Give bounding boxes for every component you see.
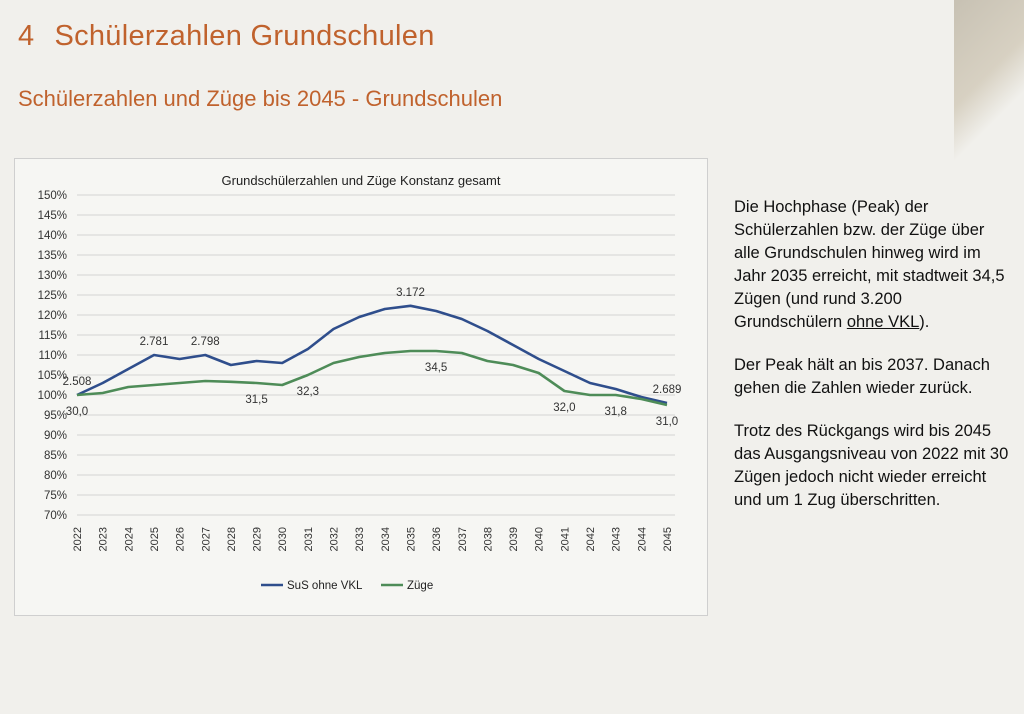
chart-section-subtitle: Schülerzahlen und Züge bis 2045 - Grunds… xyxy=(18,86,503,111)
y-tick-label: 135% xyxy=(38,250,67,262)
y-tick-label: 100% xyxy=(38,390,67,402)
data-label: 2.781 xyxy=(140,336,169,348)
y-tick-label: 145% xyxy=(38,210,67,222)
y-tick-label: 70% xyxy=(44,510,67,522)
paragraph-peak-underlined: ohne VKL xyxy=(846,313,920,331)
series-line-zuege xyxy=(76,349,668,407)
data-label: 30,0 xyxy=(66,406,88,418)
x-tick-label: 2029 xyxy=(252,527,264,551)
data-label: 32,3 xyxy=(297,386,319,398)
y-tick-label: 130% xyxy=(38,270,67,282)
line-chart: Grundschülerzahlen und Züge Konstanz ges… xyxy=(38,173,682,592)
data-label: 34,5 xyxy=(425,362,447,374)
x-tick-label: 2034 xyxy=(380,527,392,551)
chart-title: Grundschülerzahlen und Züge Konstanz ges… xyxy=(222,173,501,188)
x-tick-label: 2043 xyxy=(611,527,623,551)
x-tick-label: 2031 xyxy=(303,527,315,551)
data-label: 3.172 xyxy=(396,287,425,299)
y-tick-label: 105% xyxy=(38,370,67,382)
x-tick-label: 2032 xyxy=(329,527,341,551)
x-tick-label: 2033 xyxy=(354,527,366,551)
y-tick-label: 115% xyxy=(38,330,67,342)
x-tick-label: 2028 xyxy=(226,527,238,551)
x-tick-label: 2041 xyxy=(559,527,571,551)
y-tick-label: 85% xyxy=(44,450,67,462)
y-tick-label: 95% xyxy=(44,410,67,422)
y-tick-label: 90% xyxy=(44,430,67,442)
data-label: 31,5 xyxy=(245,394,267,406)
x-tick-label: 2038 xyxy=(482,527,494,551)
y-tick-label: 125% xyxy=(38,290,67,302)
x-tick-label: 2039 xyxy=(508,527,520,551)
x-tick-label: 2025 xyxy=(149,527,161,551)
data-label: 31,0 xyxy=(656,416,678,428)
paragraph-peak-text: Die Hochphase (Peak) der Schülerzahlen b… xyxy=(734,198,1005,331)
x-tick-label: 2022 xyxy=(72,527,84,551)
x-tick-label: 2037 xyxy=(457,527,469,551)
series-line-sus xyxy=(76,304,668,405)
page-edge-shadow xyxy=(954,0,1024,200)
x-tick-label: 2023 xyxy=(98,527,110,551)
y-tick-label: 140% xyxy=(38,230,67,242)
paragraph-decline: Der Peak hält an bis 2037. Danach gehen … xyxy=(734,356,990,397)
x-tick-label: 2027 xyxy=(200,527,212,551)
x-tick-label: 2040 xyxy=(534,527,546,551)
x-tick-label: 2035 xyxy=(405,527,417,551)
y-tick-label: 80% xyxy=(44,470,67,482)
y-tick-label: 110% xyxy=(38,350,67,362)
section-number: 4 xyxy=(18,20,35,52)
data-label: 31,8 xyxy=(605,406,627,418)
y-tick-label: 120% xyxy=(38,310,67,322)
legend-label: SuS ohne VKL xyxy=(287,580,363,592)
y-tick-label: 75% xyxy=(44,490,67,502)
x-tick-label: 2045 xyxy=(662,527,674,551)
x-tick-label: 2042 xyxy=(585,527,597,551)
legend-label: Züge xyxy=(407,580,433,592)
chart-container: Grundschülerzahlen und Züge Konstanz ges… xyxy=(14,158,708,616)
y-tick-label: 150% xyxy=(38,190,67,202)
section-heading: 4 Schülerzahlen Grundschulen xyxy=(18,20,435,53)
section-title: Schülerzahlen Grundschulen xyxy=(54,20,435,52)
x-tick-label: 2030 xyxy=(277,527,289,551)
data-label: 2.689 xyxy=(653,384,682,396)
x-tick-label: 2044 xyxy=(636,527,648,551)
x-tick-label: 2036 xyxy=(431,527,443,551)
data-label: 32,0 xyxy=(553,402,575,414)
data-label: 2.798 xyxy=(191,336,220,348)
paragraph-peak-end: ). xyxy=(919,313,930,331)
x-tick-label: 2024 xyxy=(123,527,135,551)
paragraph-peak: Die Hochphase (Peak) der Schülerzahlen b… xyxy=(734,196,1014,334)
commentary-text: Die Hochphase (Peak) der Schülerzahlen b… xyxy=(734,196,1014,532)
data-label: 2.508 xyxy=(63,376,92,388)
paragraph-outlook: Trotz des Rückgangs wird bis 2045 das Au… xyxy=(734,422,1009,509)
x-tick-label: 2026 xyxy=(175,527,187,551)
